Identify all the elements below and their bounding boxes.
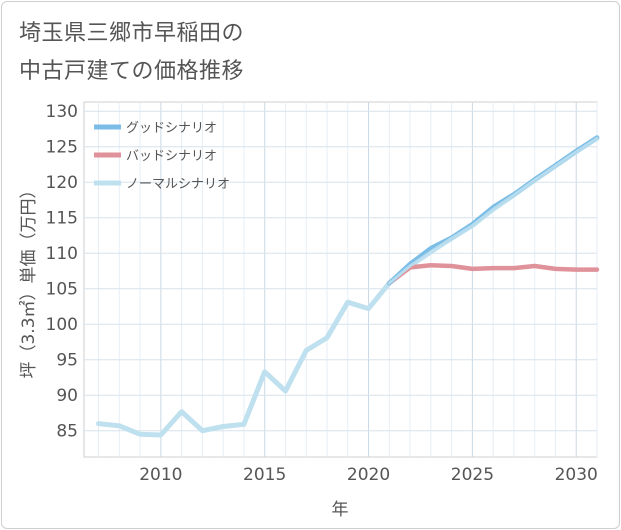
y-tick-label-115: 115 xyxy=(46,209,78,229)
y-tick-label-130: 130 xyxy=(46,102,78,122)
x-axis-label: 年 xyxy=(332,500,349,520)
legend-label-2: ノーマルシナリオ xyxy=(126,177,230,192)
y-tick-label-95: 95 xyxy=(56,351,78,371)
series-line-1 xyxy=(387,263,600,286)
chart-title: 埼玉県三郷市早稲田の 中古戸建ての価格推移 xyxy=(19,15,439,91)
series-lines xyxy=(96,135,600,438)
y-tick-label-110: 110 xyxy=(46,244,78,264)
y-axis-ticks: 85 90 95 100 105 110 115 120 125 130 xyxy=(46,102,78,442)
chart-title-line1: 埼玉県三郷市早稲田の xyxy=(19,21,245,46)
y-tick-label-105: 105 xyxy=(46,280,78,300)
y-tick-label-90: 90 xyxy=(56,386,78,406)
series-line-normal-overlay xyxy=(387,136,599,285)
plot-area xyxy=(83,101,598,458)
legend-label-0: グッドシナリオ xyxy=(126,121,217,136)
y-tick-label-85: 85 xyxy=(56,422,78,442)
x-tick-label-2020: 2020 xyxy=(347,465,390,485)
x-tick-label-2030: 2030 xyxy=(555,465,598,485)
y-tick-label-100: 100 xyxy=(46,315,78,335)
x-tick-label-2015: 2015 xyxy=(243,465,286,485)
x-tick-label-2025: 2025 xyxy=(451,465,494,485)
x-tick-label-2010: 2010 xyxy=(139,465,182,485)
grid xyxy=(84,102,598,457)
y-tick-label-120: 120 xyxy=(46,173,78,193)
y-tick-label-125: 125 xyxy=(46,138,78,158)
legend-label-1: バッドシナリオ xyxy=(126,149,217,164)
x-axis-ticks: 2010 2015 2020 2025 2030 xyxy=(139,465,598,485)
chart-title-line2: 中古戸建ての価格推移 xyxy=(19,59,245,84)
y-axis-label: 坪（3.3㎡）単価（万円） xyxy=(19,181,39,378)
